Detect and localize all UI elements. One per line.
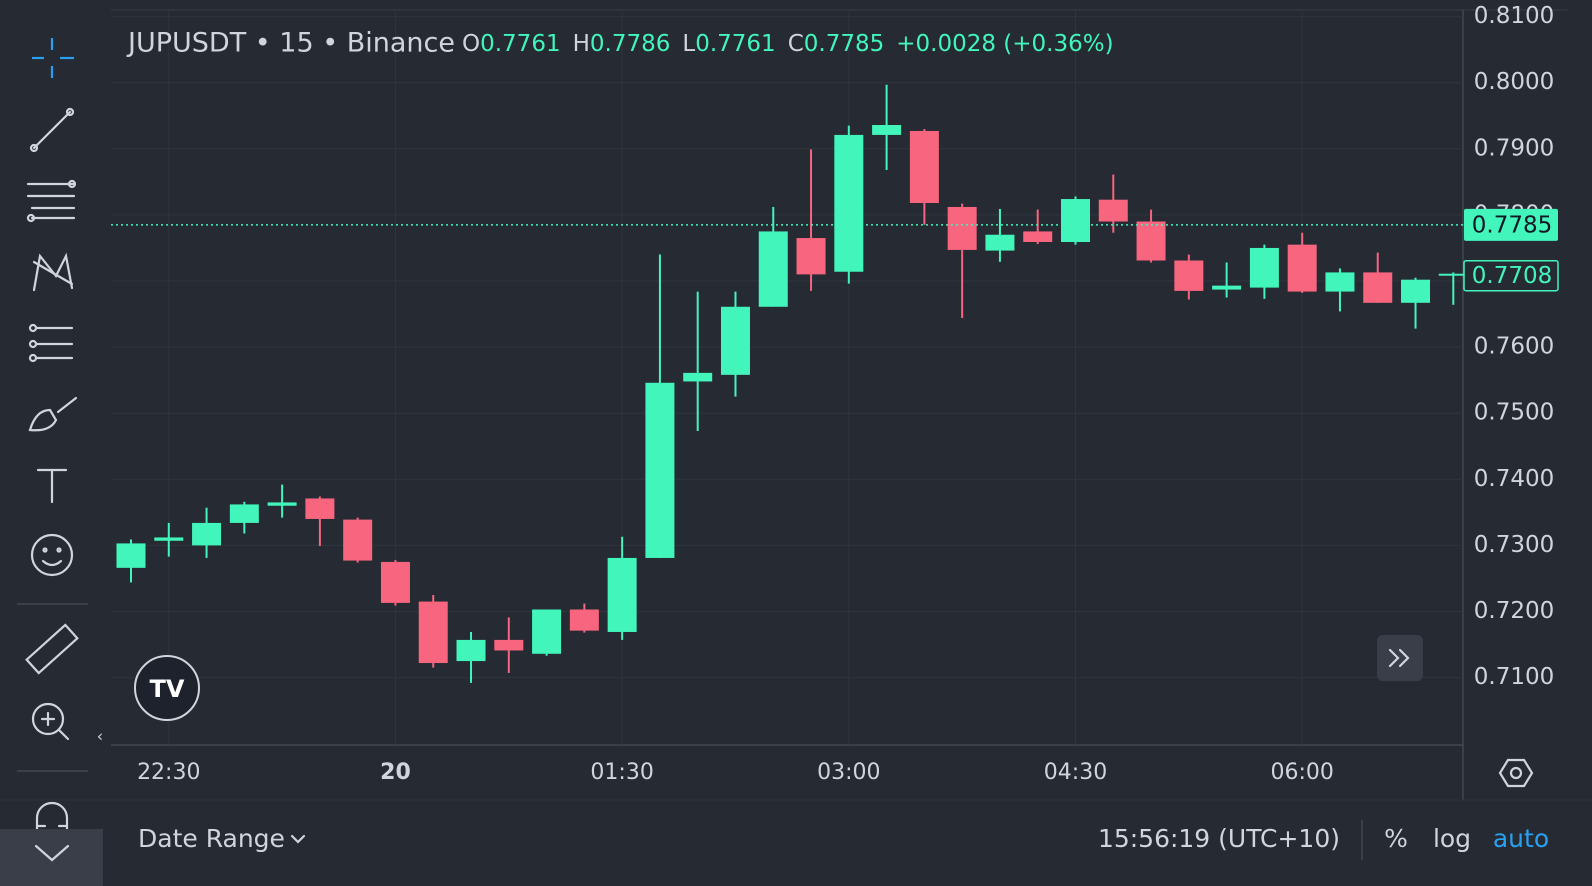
price-label-box xyxy=(1463,259,1559,292)
candle-body xyxy=(720,306,750,375)
ohlc-value: 0.7761 xyxy=(695,31,775,57)
candle-body xyxy=(796,238,826,275)
candle-body xyxy=(1098,199,1128,222)
candle-body xyxy=(1174,260,1204,291)
candle-body xyxy=(532,609,562,654)
ohlc-key: O xyxy=(462,31,480,57)
x-tick-label: 04:30 xyxy=(1044,760,1107,785)
trendline-tool[interactable] xyxy=(29,107,75,153)
x-tick-label: 22:30 xyxy=(137,760,200,785)
ohlc-value: 0.7786 xyxy=(590,31,670,57)
ohlc-value: 0.7785 xyxy=(804,31,884,57)
y-tick-label: 0.7600 xyxy=(1474,334,1554,360)
y-tick-label: 0.7300 xyxy=(1474,532,1554,558)
text-tool[interactable] xyxy=(36,468,68,504)
emoji-tool[interactable] xyxy=(30,533,74,577)
date-range[interactable]: Date Range xyxy=(138,824,285,853)
candle-body xyxy=(267,502,297,506)
candle-body xyxy=(1212,285,1242,290)
date-range-caret xyxy=(290,834,306,844)
ruler-tool[interactable] xyxy=(25,623,79,675)
candle-body xyxy=(985,234,1015,251)
candle-body xyxy=(1136,221,1166,261)
candle-body xyxy=(607,557,637,632)
x-tick-label: 01:30 xyxy=(590,760,653,785)
candle-body xyxy=(1023,231,1053,243)
candles xyxy=(116,84,1468,683)
ohlc-value: 0.7761 xyxy=(480,31,560,57)
scroll-icon xyxy=(1388,648,1400,668)
candle-body xyxy=(758,231,788,307)
candle-body xyxy=(834,134,864,272)
y-tick-label: 0.7100 xyxy=(1474,664,1554,690)
ohlc-key: C xyxy=(788,31,804,57)
candle-body xyxy=(683,372,713,382)
grid xyxy=(111,10,1463,745)
candle-body xyxy=(418,601,448,664)
x-tick-label: 20 xyxy=(380,760,411,785)
candle-body xyxy=(909,130,939,204)
logo[interactable] xyxy=(134,655,200,721)
more-arrow[interactable] xyxy=(34,844,70,862)
more-tools[interactable] xyxy=(0,829,103,886)
crosshair-tool[interactable] xyxy=(32,38,74,78)
log-toggle[interactable]: log xyxy=(1433,824,1471,853)
auto-toggle[interactable]: auto xyxy=(1493,824,1549,853)
candle-body xyxy=(1363,272,1393,303)
y-tick-label: 0.8100 xyxy=(1474,3,1554,29)
y-tick-label: 0.7500 xyxy=(1474,400,1554,426)
scroll-button[interactable] xyxy=(1377,635,1423,681)
y-tick-label: 0.7400 xyxy=(1474,466,1554,492)
settings-icon[interactable] xyxy=(1498,758,1534,788)
toolbar[interactable]: ‹ xyxy=(0,38,103,886)
candle-body xyxy=(456,639,486,662)
scroll-icon xyxy=(1398,648,1410,668)
candle-body xyxy=(192,522,222,546)
brush-tool[interactable] xyxy=(28,396,78,432)
candle-body xyxy=(872,125,902,135)
magnet-tool[interactable] xyxy=(35,801,69,836)
candle-body xyxy=(343,519,373,561)
percent-toggle[interactable]: % xyxy=(1384,824,1408,853)
candle-body xyxy=(1061,199,1090,243)
forecast-tool[interactable] xyxy=(28,323,74,363)
ohlc-key: H xyxy=(573,31,590,57)
pattern-tool[interactable] xyxy=(32,252,74,292)
candle-body xyxy=(1401,279,1431,303)
y-tick-label: 0.7900 xyxy=(1474,135,1554,161)
candle-body xyxy=(380,561,410,603)
ohlc-values: O0.7761 H0.7786 L0.7761 C0.7785 +0.0028 (+0.… xyxy=(462,31,1114,57)
candle-body xyxy=(1438,273,1468,276)
candle-body xyxy=(1249,247,1279,288)
ohlc-header: O0.7761 H0.7786 L0.7761 C0.7785 +0.0028 (+0.… xyxy=(462,31,1114,57)
candle-body xyxy=(305,498,335,519)
price-label: 0.7785 xyxy=(1472,212,1552,238)
y-tick-label: 0.8000 xyxy=(1474,69,1554,95)
y-tick-label: 0.7200 xyxy=(1474,598,1554,624)
symbol-title: JUPUSDT • 15 • Binance xyxy=(126,28,455,59)
candle-body xyxy=(1287,244,1317,292)
candle-body xyxy=(116,543,146,568)
x-tick-label: 06:00 xyxy=(1270,760,1333,785)
x-tick-label: 03:00 xyxy=(817,760,880,785)
candle-body xyxy=(494,639,524,651)
candle-body xyxy=(645,382,675,558)
price-label: 0.7708 xyxy=(1472,263,1552,289)
change: +0.0028 (+0.36%) xyxy=(896,31,1113,57)
candle-body xyxy=(229,504,259,523)
price-label-box xyxy=(1464,208,1558,241)
zoom-tool[interactable] xyxy=(31,702,70,741)
candle-body xyxy=(1325,272,1355,292)
collapse-arrow[interactable]: ‹ xyxy=(97,727,103,746)
candle-body xyxy=(569,609,599,631)
candle-body xyxy=(947,206,977,250)
logo-mark: TV xyxy=(150,675,185,703)
ohlc-key: L xyxy=(682,31,695,57)
candle-body xyxy=(154,537,184,541)
clock: 15:56:19 (UTC+10) xyxy=(1098,824,1340,853)
fib-tool[interactable] xyxy=(26,179,77,223)
